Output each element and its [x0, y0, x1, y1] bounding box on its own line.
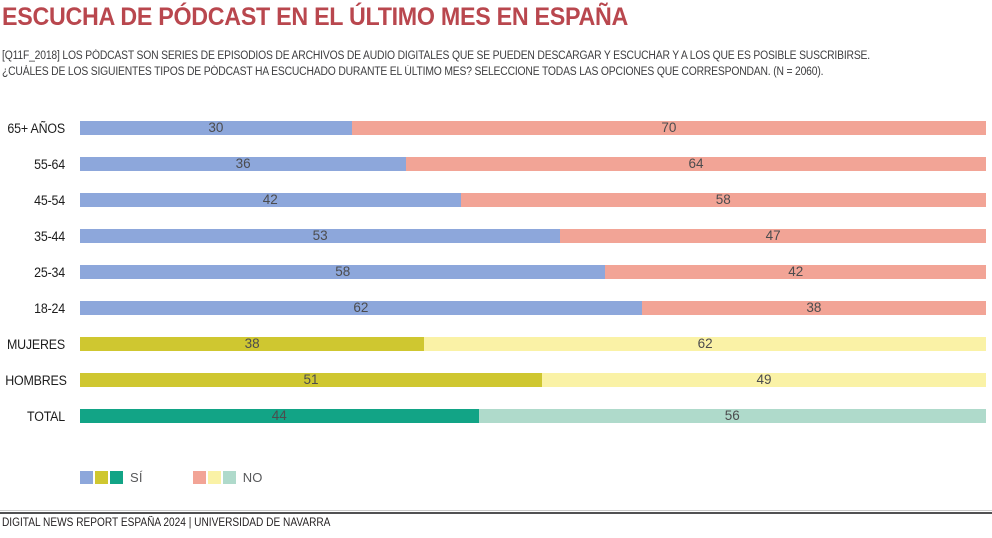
bar-segment-no: 49: [542, 373, 986, 387]
bar-value-no: 62: [697, 336, 713, 351]
category-label: MUJERES: [6, 336, 65, 352]
bar-value-no: 70: [661, 120, 677, 135]
bar-segment-no: 47: [560, 229, 986, 243]
category-label: 35-44: [34, 228, 65, 244]
category-label: TOTAL: [27, 408, 65, 424]
bar-segment-si: 30: [80, 121, 352, 135]
category-label: 45-54: [34, 192, 65, 208]
stacked-bar: 42 58: [80, 193, 986, 207]
bar-value-no: 56: [724, 408, 740, 423]
bar-value-no: 38: [806, 300, 822, 315]
chart-row: HOMBRES 51 49: [0, 362, 992, 398]
bar-segment-no: 62: [424, 337, 986, 351]
bar-value-si: 38: [244, 336, 260, 351]
bar-segment-si: 51: [80, 372, 543, 387]
stacked-bar: 62 38: [80, 301, 986, 315]
bar-segment-no: 64: [406, 157, 986, 171]
bar-value-si: 58: [335, 264, 351, 279]
bar-value-no: 47: [765, 228, 781, 243]
bar-value-si: 53: [312, 228, 328, 243]
stacked-bar: 51 49: [80, 373, 986, 387]
legend-group-si: SÍ: [80, 470, 143, 485]
stacked-bar-chart: 65+ AÑOS 30 70 55-64 36 64 45-54 42 58 35-44 53 47 2…: [0, 110, 992, 434]
bar-segment-si: 44: [80, 409, 479, 423]
chart-row: TOTAL 44 56: [0, 398, 992, 434]
bar-segment-no: 58: [460, 192, 986, 207]
bar-value-si: 42: [262, 192, 278, 207]
chart-row: 65+ AÑOS 30 70: [0, 110, 992, 146]
bar-segment-no: 42: [605, 265, 986, 279]
bar-value-si: 62: [353, 300, 369, 315]
chart-row: 35-44 53 47: [0, 218, 992, 254]
category-label: HOMBRES: [5, 372, 67, 388]
stacked-bar: 30 70: [80, 121, 986, 135]
bar-value-si: 44: [271, 408, 287, 423]
bar-value-si: 36: [235, 156, 251, 171]
bar-value-no: 42: [788, 264, 804, 279]
survey-question-line2: ¿CUÁLES DE LOS SIGUIENTES TIPOS DE PÓDCA…: [2, 66, 824, 78]
category-label: 55-64: [34, 156, 65, 172]
chart-row: 45-54 42 58: [0, 182, 992, 218]
bar-segment-si: 58: [80, 264, 606, 279]
chart-row: 18-24 62 38: [0, 290, 992, 326]
footer-divider-light: [0, 510, 992, 511]
bar-value-no: 58: [715, 192, 731, 207]
stacked-bar: 53 47: [80, 229, 986, 243]
bar-value-no: 49: [756, 372, 772, 387]
chart-row: 25-34 58 42: [0, 254, 992, 290]
category-label: 25-34: [34, 264, 65, 280]
bar-segment-si: 53: [80, 228, 561, 243]
chart-row: MUJERES 38 62: [0, 326, 992, 362]
stacked-bar: 44 56: [80, 409, 986, 423]
bar-segment-si: 42: [80, 193, 461, 207]
category-label: 65+ AÑOS: [7, 120, 65, 136]
category-label: 18-24: [34, 300, 65, 316]
legend-swatch-no-gender: [207, 471, 221, 484]
bar-segment-no: 70: [351, 120, 986, 135]
footer-divider-dark: [0, 512, 992, 514]
page-title: ESCUCHA DE PÓDCAST EN EL ÚLTIMO MES EN E…: [2, 3, 629, 31]
legend-group-no: NO: [192, 470, 263, 485]
legend-swatch-si-gender: [95, 471, 108, 484]
stacked-bar: 58 42: [80, 265, 986, 279]
chart-row: 55-64 36 64: [0, 146, 992, 182]
stacked-bar: 36 64: [80, 157, 986, 171]
bar-value-si: 51: [303, 372, 319, 387]
bar-segment-si: 38: [80, 336, 425, 351]
legend-swatch-no-total: [222, 471, 236, 484]
source-line: DIGITAL NEWS REPORT ESPAÑA 2024 | UNIVER…: [2, 517, 331, 529]
legend-swatch-no-age: [192, 471, 206, 484]
bar-segment-no: 38: [641, 300, 986, 315]
bar-segment-si: 62: [80, 301, 642, 315]
stacked-bar: 38 62: [80, 337, 986, 351]
legend-swatch-si-total: [110, 471, 123, 484]
chart-legend: SÍ NO: [80, 470, 263, 485]
bar-segment-no: 56: [478, 408, 986, 423]
bar-segment-si: 36: [80, 156, 407, 171]
bar-value-si: 30: [208, 120, 224, 135]
legend-label-si: SÍ: [130, 470, 143, 485]
survey-question-line1: [Q11F_2018] LOS PÓDCAST SON SERIES DE EP…: [2, 50, 870, 62]
legend-label-no: NO: [242, 470, 263, 485]
legend-swatch-si-age: [80, 471, 93, 484]
bar-value-no: 64: [688, 156, 704, 171]
